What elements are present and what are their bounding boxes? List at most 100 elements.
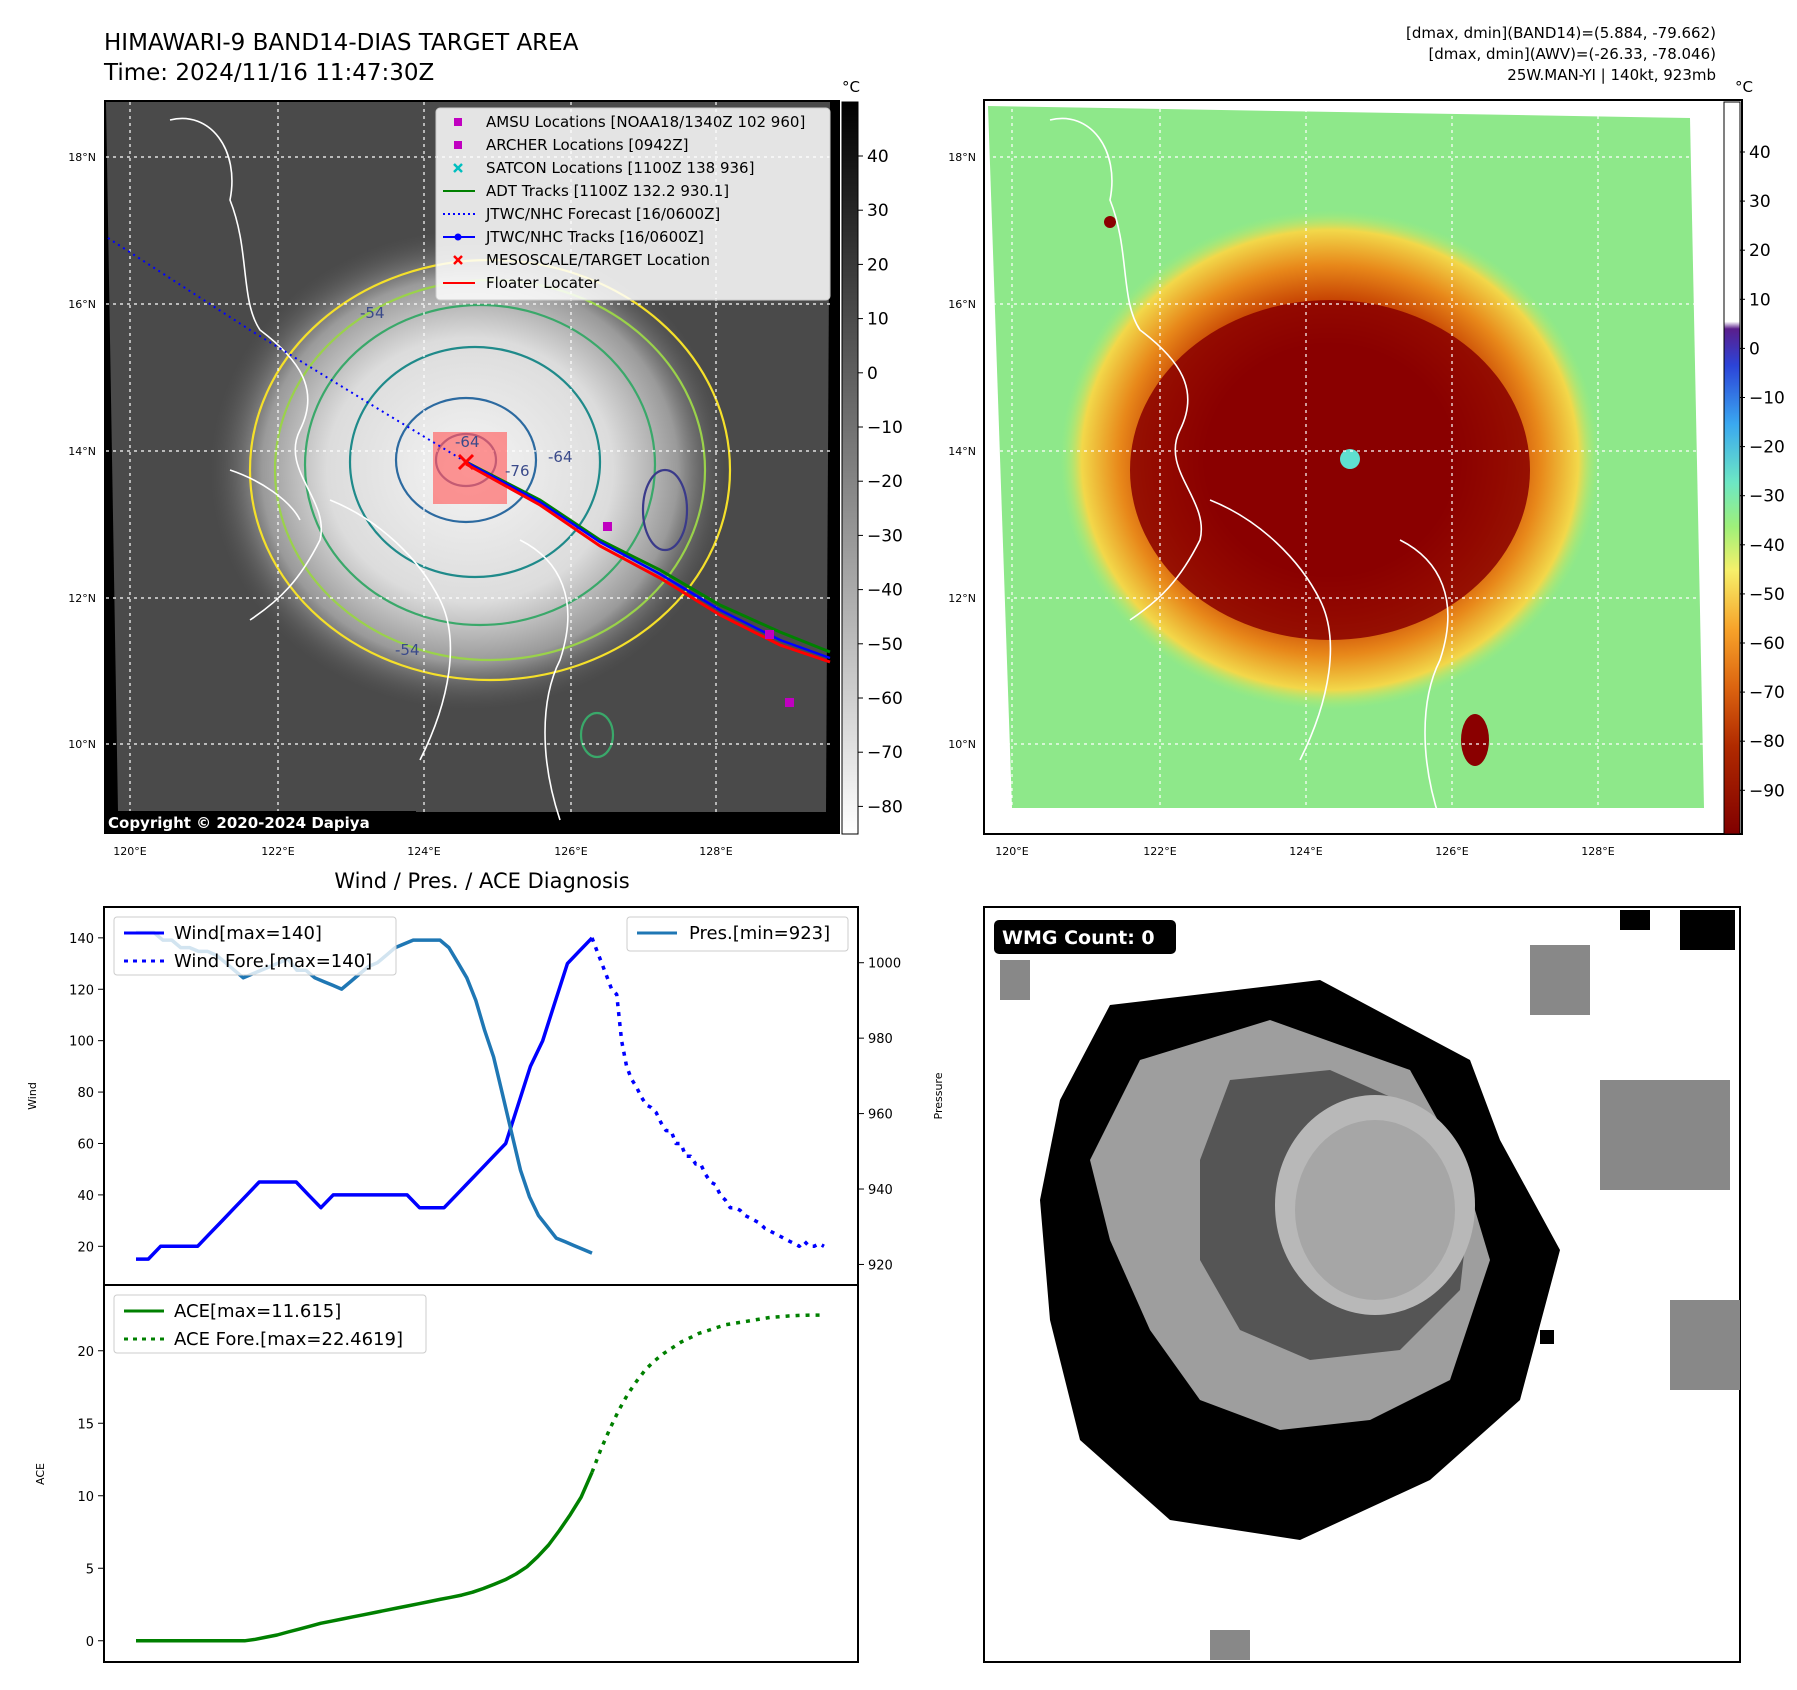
pres-legend-box	[626, 916, 849, 952]
svg-text:10°N: 10°N	[948, 738, 976, 751]
copyright-box	[104, 811, 416, 834]
archer-marker	[765, 630, 774, 639]
legend-entry: AMSU Locations [NOAA18/1340Z 102 960]	[454, 113, 805, 131]
svg-text:-54: -54	[360, 304, 385, 322]
legend-label: ARCHER Locations [0942Z]	[486, 136, 689, 154]
ir-colorbar: °C 40 30 20 10 0 −10 −20 −30 −40 −50 −60 −70 −80	[841, 78, 903, 835]
svg-text:122°E: 122°E	[1143, 845, 1176, 858]
ir-legend-box	[435, 107, 831, 301]
ir-legend: AMSU Locations [NOAA18/1340Z 102 960] ARC…	[435, 107, 831, 301]
mesoscale-target-marker	[457, 453, 475, 471]
diagnosis-title: Wind / Pres. / ACE Diagnosis	[334, 869, 629, 893]
jtwc-track	[465, 460, 831, 660]
figure-title: HIMAWARI-9 BAND14-DIAS TARGET AREA	[104, 30, 579, 56]
wind-tick-label: 80	[77, 1086, 94, 1101]
wind-series	[136, 936, 594, 1261]
legend-label: SATCON Locations [1100Z 138 936]	[486, 159, 754, 177]
wind-tick-label: 100	[69, 1035, 94, 1050]
svg-text:12°N: 12°N	[68, 592, 96, 605]
svg-text:12°N: 12°N	[948, 592, 976, 605]
legend-entry: MESOSCALE/TARGET Location	[453, 251, 710, 269]
colorbar-tick-label: 10	[867, 310, 889, 330]
legend-marker	[453, 163, 463, 173]
legend-entry: ARCHER Locations [0942Z]	[454, 136, 689, 154]
wind-legend-label: Wind[max=140]	[174, 923, 322, 944]
ace-legend-box	[113, 1294, 427, 1354]
colorbar-tick-label: 40	[867, 147, 889, 167]
legend-entry: JTWC/NHC Forecast [16/0600Z]	[443, 205, 720, 223]
adt-track	[465, 460, 831, 654]
svg-text:128°E: 128°E	[1581, 845, 1614, 858]
colorbar-tick-label: 20	[1749, 241, 1771, 261]
colorbar-tick-label: −30	[1749, 487, 1785, 507]
svg-text:-64: -64	[455, 433, 480, 451]
legend-label: Floater Locater	[486, 274, 600, 292]
contour-labels: -64 -76 -64 -54 -54	[360, 304, 573, 659]
colorbar-tick-label: −50	[1749, 585, 1785, 605]
legend-label: ADT Tracks [1100Z 132.2 930.1]	[486, 182, 729, 200]
wind-ylabel: Wind	[26, 1082, 39, 1110]
ace-ylabel: ACE	[34, 1463, 47, 1485]
colorbar-tick-label: −70	[867, 743, 903, 763]
legend-marker	[454, 118, 462, 126]
ace-legend-label: ACE[max=11.615]	[174, 1301, 341, 1322]
colorbar-tick-label: 10	[1749, 290, 1771, 310]
ace-tick-label: 10	[77, 1490, 94, 1505]
pres-legend-label: Pres.[min=923]	[689, 923, 830, 944]
colorbar-tick-label: 40	[1749, 143, 1771, 163]
wind-legend-box	[113, 916, 397, 976]
ace-forecast-series	[590, 1313, 824, 1473]
wmg-image	[1000, 910, 1740, 1660]
copyright-text: Copyright © 2020-2024 Dapiya	[108, 814, 370, 832]
legend-entry: SATCON Locations [1100Z 138 936]	[453, 159, 754, 177]
awv-cell-2	[1104, 216, 1116, 228]
wind-tick-label: 140	[69, 932, 94, 947]
pres-tick-label: 940	[868, 1183, 893, 1198]
legend-entry: JTWC/NHC Tracks [16/0600Z]	[443, 228, 704, 246]
ir-map-panel: -64 -76 -64 -54 -54 Copyright © 2020-202…	[68, 78, 903, 858]
ir-coastlines	[169, 117, 569, 821]
svg-text:14°N: 14°N	[68, 445, 96, 458]
svg-text:16°N: 16°N	[948, 298, 976, 311]
pres-tick-label: 920	[868, 1258, 893, 1273]
svg-text:124°E: 124°E	[407, 845, 440, 858]
svg-text:126°E: 126°E	[554, 845, 587, 858]
svg-text:16°N: 16°N	[68, 298, 96, 311]
colorbar-tick-label: −80	[1749, 732, 1785, 752]
svg-text:122°E: 122°E	[261, 845, 294, 858]
awv-colorbar-bar	[1723, 101, 1741, 835]
legend-entry: ADT Tracks [1100Z 132.2 930.1]	[443, 182, 729, 200]
colorbar-tick-label: −60	[1749, 634, 1785, 654]
pres-tick-label: 980	[868, 1032, 893, 1047]
wind-fore-legend-label: Wind Fore.[max=140]	[174, 951, 372, 972]
wind-tick-label: 40	[77, 1189, 94, 1204]
awv-map-panel: 120°E 122°E 124°E 126°E 128°E 18°N 16°N …	[948, 78, 1785, 858]
legend-marker	[453, 255, 463, 265]
awv-axis-ticks: 120°E 122°E 124°E 126°E 128°E 18°N 16°N …	[948, 151, 1615, 858]
colorbar-tick-label: −40	[1749, 536, 1785, 556]
colorbar-tick-label: 0	[867, 364, 878, 384]
svg-text:120°E: 120°E	[113, 845, 146, 858]
ace-legend: ACE[max=11.615] ACE Fore.[max=22.4619]	[113, 1294, 427, 1354]
awv-coastlines	[1049, 117, 1449, 821]
info-awv: [dmax, dmin](AWV)=(-26.33, -78.046)	[1428, 45, 1716, 63]
colorbar-tick-label: −80	[867, 797, 903, 817]
svg-text:14°N: 14°N	[948, 445, 976, 458]
ace-fore-legend-label: ACE Fore.[max=22.4619]	[174, 1329, 403, 1350]
ace-series	[136, 1471, 594, 1643]
colorbar-tick-label: 20	[867, 255, 889, 275]
colorbar-tick-label: 0	[1749, 339, 1760, 359]
svg-text:18°N: 18°N	[948, 151, 976, 164]
ir-axis-ticks: 120°E 122°E 124°E 126°E 128°E 18°N 16°N …	[68, 151, 733, 858]
svg-text:126°E: 126°E	[1435, 845, 1468, 858]
wind-tick-label: 120	[69, 983, 94, 998]
wind-tick-label: 60	[77, 1137, 94, 1152]
ace-tick-label: 15	[77, 1417, 94, 1432]
jtwc-forecast-track	[107, 237, 467, 463]
awv-colorbar: °C 40 30 20 10 0 −10 −20 −30 −40 −50 −60 −70 −80 −90	[1723, 78, 1785, 835]
pres-legend: Pres.[min=923]	[626, 916, 849, 952]
wmg-panel: WMG Count: 0	[983, 906, 1741, 1663]
amsu-marker	[603, 522, 612, 531]
svg-text:-64: -64	[548, 448, 573, 466]
colorbar-tick-label: −70	[1749, 683, 1785, 703]
